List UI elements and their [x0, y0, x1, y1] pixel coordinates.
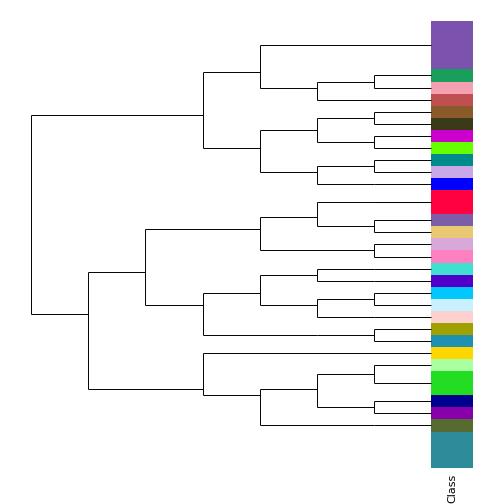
Bar: [431, 214, 473, 226]
Bar: [431, 21, 473, 70]
Bar: [431, 250, 473, 263]
Bar: [431, 299, 473, 311]
Bar: [431, 335, 473, 347]
Bar: [431, 238, 473, 250]
Bar: [431, 70, 473, 82]
Bar: [431, 226, 473, 238]
Bar: [431, 106, 473, 118]
Bar: [431, 263, 473, 275]
Bar: [431, 154, 473, 166]
Bar: [431, 323, 473, 335]
Bar: [431, 395, 473, 407]
Bar: [431, 419, 473, 431]
Bar: [431, 142, 473, 154]
Bar: [431, 190, 473, 214]
Bar: [431, 275, 473, 287]
Bar: [431, 311, 473, 323]
Bar: [431, 431, 473, 468]
Bar: [431, 359, 473, 371]
Bar: [431, 178, 473, 190]
Bar: [431, 130, 473, 142]
Bar: [431, 118, 473, 130]
Bar: [431, 166, 473, 178]
Bar: [431, 82, 473, 94]
Bar: [431, 287, 473, 299]
Bar: [431, 94, 473, 106]
Bar: [431, 407, 473, 419]
Text: Class: Class: [447, 474, 457, 503]
Bar: [431, 347, 473, 359]
Bar: [431, 371, 473, 395]
